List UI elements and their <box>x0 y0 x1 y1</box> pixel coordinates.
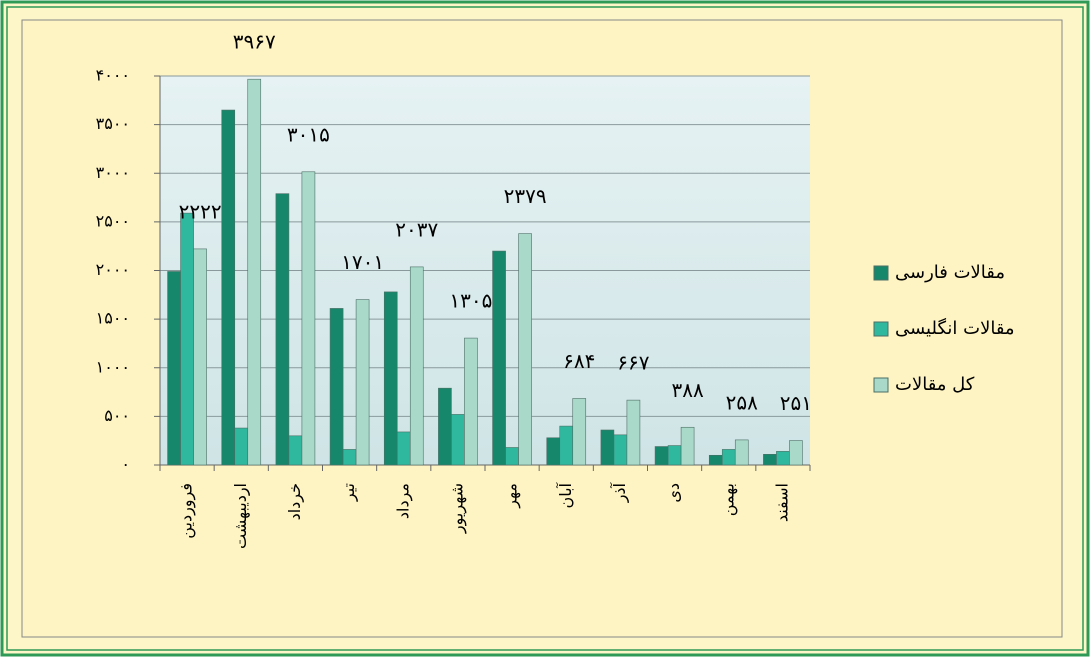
data-label: ۶۸۴ <box>563 349 595 373</box>
x-tick-label: تیر <box>339 483 359 502</box>
bar <box>342 449 357 466</box>
x-tick-label: اسفند <box>772 483 791 522</box>
bar <box>559 425 574 466</box>
bar <box>572 398 587 466</box>
legend-label: مقالات فارسی <box>895 262 1005 283</box>
x-tick-label: اردیبهشت <box>231 483 251 549</box>
data-label: ۲۵۱ <box>780 391 812 415</box>
data-label: ۲۵۸ <box>726 390 758 414</box>
y-tick-label: ۵۰۰ <box>104 406 130 425</box>
y-tick-label: ۴۰۰۰ <box>96 66 130 85</box>
bar <box>464 337 478 466</box>
bar <box>721 449 736 466</box>
bar <box>409 266 424 466</box>
bar <box>451 414 465 466</box>
bar <box>383 291 398 466</box>
y-tick-label: ۱۵۰۰ <box>96 309 130 328</box>
bar <box>776 451 790 466</box>
bar <box>234 427 249 466</box>
x-tick-label: آذر <box>610 481 630 503</box>
frame-inner <box>6 6 1084 651</box>
bar <box>355 299 370 466</box>
bar <box>329 308 344 466</box>
bar <box>626 399 641 466</box>
bar <box>505 447 519 466</box>
y-tick-label: ۲۰۰۰ <box>96 260 130 279</box>
x-tick-label: آبان <box>556 481 575 508</box>
y-tick-label: ۳۵۰۰ <box>96 114 130 133</box>
bar <box>789 440 803 466</box>
bar <box>518 233 532 466</box>
legend-label: کل مقالات <box>895 374 975 395</box>
y-tick-label: ۳۰۰۰ <box>96 163 130 182</box>
bar <box>167 271 181 466</box>
y-tick-label: ۱۰۰۰ <box>96 357 130 376</box>
bar <box>288 435 303 466</box>
bar <box>734 439 749 466</box>
bar <box>193 248 207 466</box>
x-tick-label: مهر <box>502 483 522 509</box>
bar <box>180 212 194 466</box>
bar <box>275 193 290 466</box>
x-tick-label: بهمن <box>718 483 738 516</box>
data-label: ۶۶۷ <box>617 351 649 375</box>
x-tick-label: مرداد <box>393 483 413 519</box>
x-tick-label: شهریور <box>447 483 467 534</box>
x-tick-label: دی <box>664 483 683 503</box>
bar <box>680 426 695 466</box>
data-label: ۳۹۶۷ <box>233 30 276 54</box>
y-tick-label: ۰ <box>121 455 130 474</box>
bar <box>438 387 452 466</box>
data-label: ۳۸۸ <box>671 378 703 402</box>
x-tick-label: خرداد <box>285 483 305 520</box>
legend-label: مقالات انگلیسی <box>895 317 1015 339</box>
bar <box>613 434 628 466</box>
y-tick-label: ۲۵۰۰ <box>96 211 130 230</box>
bar <box>546 437 561 466</box>
data-label: ۲۲۲۲ <box>179 199 222 223</box>
bar <box>492 250 506 466</box>
data-label: ۱۷۰۱ <box>341 250 384 274</box>
data-label: ۱۳۰۵ <box>449 289 492 313</box>
bar <box>600 429 615 466</box>
bar <box>221 109 236 466</box>
bar <box>396 431 411 466</box>
data-label: ۳۰۱۵ <box>287 122 330 146</box>
bar <box>654 446 669 466</box>
bar <box>763 454 777 466</box>
bar <box>247 78 262 466</box>
legend-swatch <box>873 377 889 393</box>
x-tick-label: فروردین <box>177 483 197 539</box>
bar <box>667 445 682 466</box>
data-label: ۲۳۷۹ <box>504 184 547 208</box>
data-label: ۲۰۳۷ <box>395 217 438 241</box>
bar <box>301 171 316 466</box>
bar <box>708 454 723 466</box>
legend-swatch <box>873 265 889 281</box>
legend-swatch <box>873 321 889 337</box>
